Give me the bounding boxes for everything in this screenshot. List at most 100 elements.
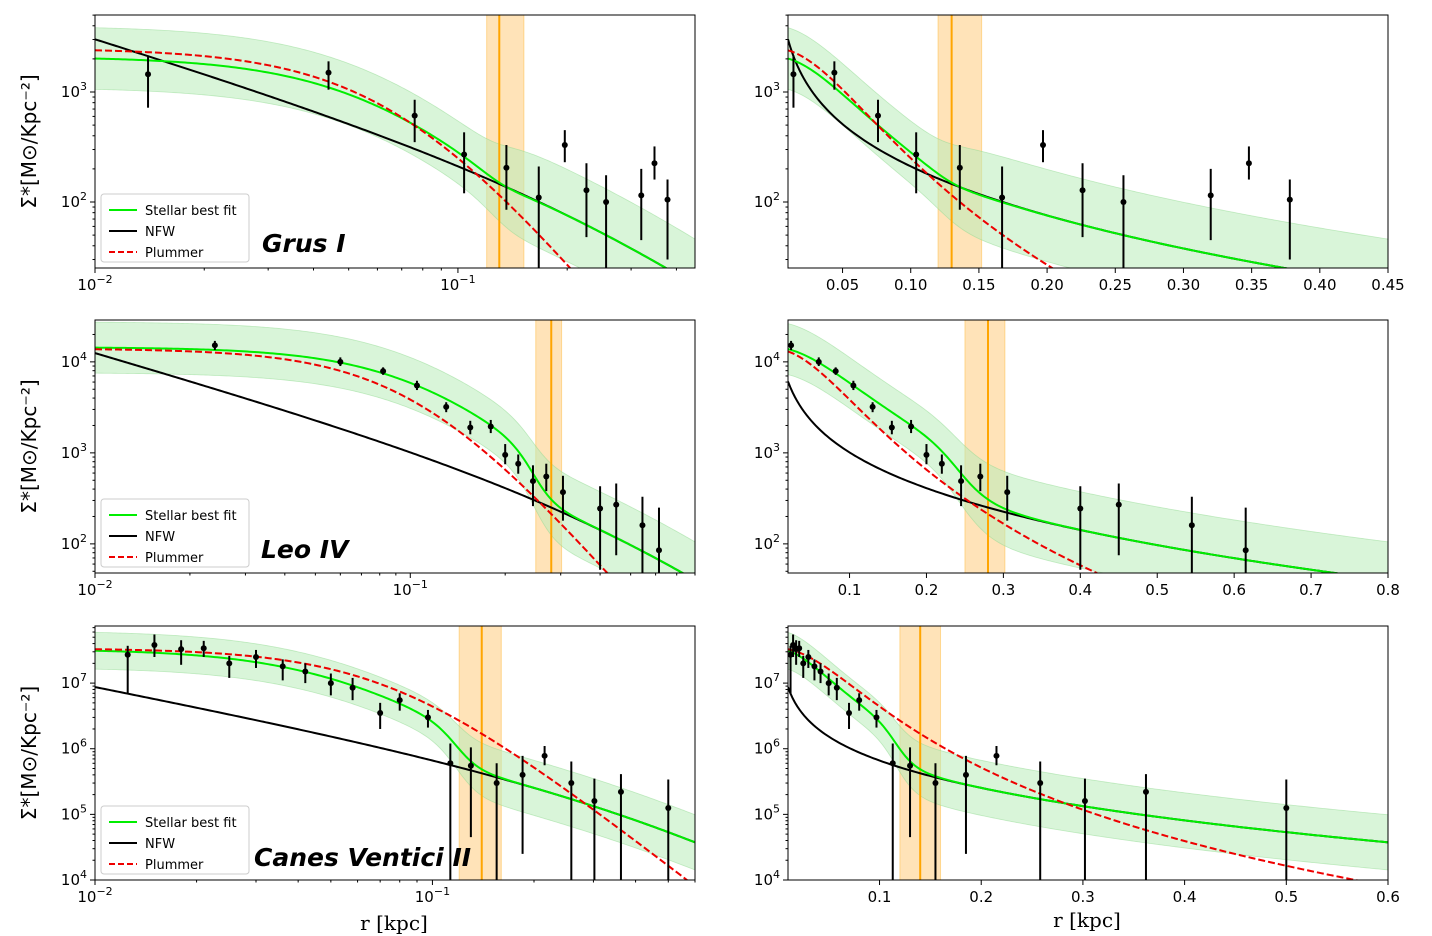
data-marker (800, 660, 807, 667)
data-point (467, 747, 474, 838)
y-axis: 104 105 106 107 (754, 627, 788, 889)
data-point (413, 380, 420, 391)
legend: Stellar best fit NFW Plummer (100, 498, 250, 568)
data-marker (461, 151, 468, 158)
data-point (999, 166, 1006, 268)
data-marker (200, 645, 207, 652)
data-marker (467, 762, 474, 769)
data-marker (1283, 805, 1290, 812)
data-point (503, 144, 510, 210)
data-marker (411, 112, 418, 119)
y-tick-label: 102 (61, 190, 87, 211)
data-marker (377, 710, 384, 717)
legend-box (100, 805, 250, 875)
data-marker (907, 762, 914, 769)
data-point (800, 655, 807, 678)
galaxy-name-label: Leo IV (261, 535, 350, 564)
stellar-best-fit-curve (95, 346, 685, 573)
data-point (1120, 175, 1127, 268)
data-point (396, 693, 403, 711)
data-marker (651, 160, 658, 167)
y-tick-label: 102 (61, 532, 87, 553)
data-point (1207, 168, 1214, 241)
data-marker (958, 478, 965, 485)
data-marker (447, 760, 454, 767)
y-axis: 102 103 (61, 14, 95, 261)
data-marker (211, 342, 218, 349)
data-point (923, 444, 930, 465)
data-marker (805, 653, 812, 660)
stellar-best-fit-curve (788, 57, 1291, 268)
panel-grus-log: 102 103 10−2 10−1 Σ*[M⊙/Kpc⁻²] Stellar best f… (17, 14, 696, 294)
data-point (597, 486, 604, 570)
data-marker (889, 760, 896, 767)
y-tick-label: 106 (754, 737, 780, 758)
y-tick-label: 104 (754, 350, 780, 371)
data-marker (1004, 489, 1011, 496)
data-marker (327, 680, 334, 687)
data-marker (850, 382, 857, 389)
data-marker (875, 112, 881, 119)
panel-leo-lin: 102 103 104 0.1 0.2 0.3 0.4 0.5 0.6 0.7 0.8 (754, 319, 1400, 599)
x-tick-label: 10−1 (415, 885, 450, 906)
stellar-best-fit-curve (788, 649, 1388, 844)
x-tick-label: 0.2 (969, 888, 993, 906)
data-point (302, 663, 309, 684)
data-point (559, 475, 566, 521)
x-axis: 0.1 0.2 0.3 0.4 0.5 0.6 0.7 0.8 (838, 573, 1400, 599)
data-marker (583, 187, 590, 194)
x-tick-label: 0.1 (838, 581, 862, 599)
data-marker (832, 368, 839, 375)
y-tick-label: 102 (754, 532, 780, 553)
legend: Stellar best fit NFW Plummer (100, 193, 250, 263)
x-tick-label: 10−1 (393, 578, 428, 599)
x-tick-label: 0.25 (1099, 276, 1132, 294)
data-point (913, 132, 920, 194)
data-point (377, 702, 384, 729)
x-axis: 10−2 10−1 (77, 573, 696, 599)
x-tick-label: 10−2 (77, 578, 112, 599)
data-marker (1040, 141, 1046, 148)
legend-nfw-label: NFW (145, 225, 175, 240)
x-tick-label: 0.8 (1376, 581, 1400, 599)
data-point (493, 763, 500, 880)
data-point (349, 677, 356, 701)
data-point (932, 763, 939, 880)
x-axis: 10−2 10−1 (77, 268, 677, 294)
data-point (938, 454, 945, 474)
data-marker (279, 663, 286, 670)
data-point (888, 420, 895, 435)
data-marker (833, 684, 840, 691)
data-point (613, 483, 620, 556)
data-marker (603, 199, 610, 205)
data-marker (1120, 199, 1127, 205)
stellar-confidence-band (788, 631, 1388, 871)
data-marker (613, 501, 620, 508)
axes-frame (94, 319, 696, 574)
data-marker (817, 668, 824, 675)
data-point (568, 761, 575, 880)
data-marker (1081, 797, 1088, 804)
plummer-curve (95, 49, 572, 268)
data-marker (487, 423, 494, 430)
data-marker (302, 668, 309, 675)
data-marker (396, 697, 403, 704)
data-point (850, 380, 857, 391)
data-marker (811, 663, 818, 670)
data-marker (655, 547, 662, 554)
data-marker (535, 194, 542, 201)
data-marker (932, 780, 939, 787)
data-point (1037, 761, 1044, 880)
data-point (856, 693, 863, 711)
y-tick-label: 103 (61, 80, 87, 101)
data-marker (591, 797, 598, 804)
y-tick-label: 103 (754, 441, 780, 462)
y-tick-label: 103 (61, 441, 87, 462)
y-tick-label: 106 (61, 737, 87, 758)
y-tick-label: 104 (61, 350, 87, 371)
data-point (875, 99, 881, 143)
data-marker (1077, 505, 1084, 512)
legend-stellar-label: Stellar best fit (145, 509, 237, 524)
legend-nfw-label: NFW (145, 530, 175, 545)
data-point (327, 673, 334, 696)
